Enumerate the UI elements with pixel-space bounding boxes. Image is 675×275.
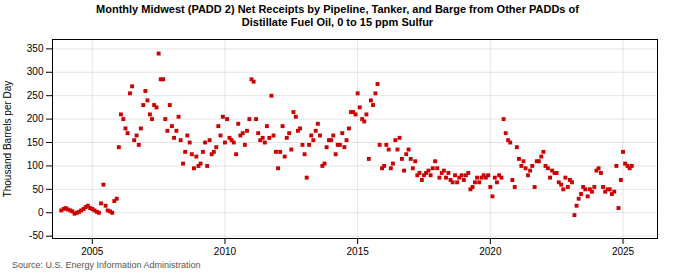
svg-text:2015: 2015	[347, 246, 370, 257]
svg-text:150: 150	[27, 137, 44, 148]
html-text:Source: U.S. Energy Informatio: Source: U.S. Energy Information Administ…	[12, 260, 201, 271]
svg-text:250: 250	[27, 90, 44, 101]
svg-text:0: 0	[38, 207, 44, 218]
svg-text:50: 50	[32, 184, 44, 195]
svg-text:Thousand Barrels per Day: Thousand Barrels per Day	[2, 81, 13, 198]
svg-text:200: 200	[27, 114, 44, 125]
svg-text:-50: -50	[29, 231, 44, 242]
svg-text:300: 300	[27, 67, 44, 78]
html-text:Monthly Midwest (PADD 2) Net R: Monthly Midwest (PADD 2) Net Receipts by…	[96, 3, 579, 29]
svg-text:2025: 2025	[612, 246, 635, 257]
svg-text:2020: 2020	[479, 246, 502, 257]
svg-text:2005: 2005	[81, 246, 104, 257]
svg-text:100: 100	[27, 160, 44, 171]
svg-text:2010: 2010	[214, 246, 237, 257]
svg-text:350: 350	[27, 43, 44, 54]
